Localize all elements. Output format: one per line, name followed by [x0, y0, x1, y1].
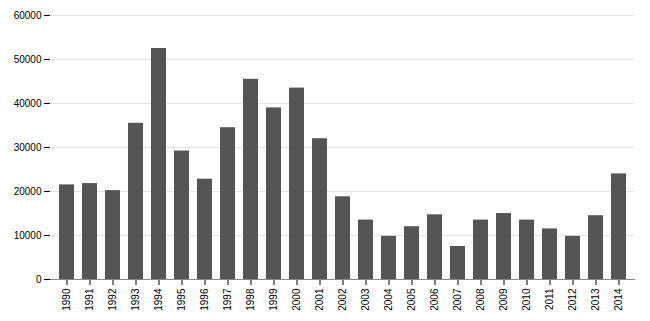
svg-text:2009: 2009 — [498, 288, 509, 311]
svg-text:40000: 40000 — [14, 98, 42, 109]
svg-text:1993: 1993 — [130, 288, 141, 311]
svg-text:2005: 2005 — [406, 288, 417, 311]
svg-text:20000: 20000 — [14, 186, 42, 197]
svg-text:2004: 2004 — [383, 288, 394, 311]
svg-text:1997: 1997 — [222, 288, 233, 311]
svg-text:2006: 2006 — [429, 288, 440, 311]
svg-text:2000: 2000 — [291, 288, 302, 311]
svg-text:2001: 2001 — [314, 288, 325, 311]
svg-text:1991: 1991 — [84, 288, 95, 311]
svg-text:2002: 2002 — [337, 288, 348, 311]
svg-text:1996: 1996 — [199, 288, 210, 311]
svg-text:2014: 2014 — [613, 288, 624, 311]
svg-text:1990: 1990 — [61, 288, 72, 311]
svg-text:0: 0 — [36, 274, 42, 285]
svg-text:2013: 2013 — [590, 288, 601, 311]
svg-text:1998: 1998 — [245, 288, 256, 311]
svg-text:2008: 2008 — [475, 288, 486, 311]
svg-text:1992: 1992 — [107, 288, 118, 311]
svg-text:2011: 2011 — [544, 288, 555, 310]
svg-text:60000: 60000 — [14, 10, 42, 21]
svg-text:1995: 1995 — [176, 288, 187, 311]
svg-text:50000: 50000 — [14, 54, 42, 65]
svg-text:1999: 1999 — [268, 288, 279, 311]
svg-text:2010: 2010 — [521, 288, 532, 311]
svg-text:2007: 2007 — [452, 288, 463, 311]
svg-text:1994: 1994 — [153, 288, 164, 311]
svg-text:30000: 30000 — [14, 142, 42, 153]
svg-text:2012: 2012 — [567, 288, 578, 311]
svg-text:10000: 10000 — [14, 230, 42, 241]
svg-text:2003: 2003 — [360, 288, 371, 311]
